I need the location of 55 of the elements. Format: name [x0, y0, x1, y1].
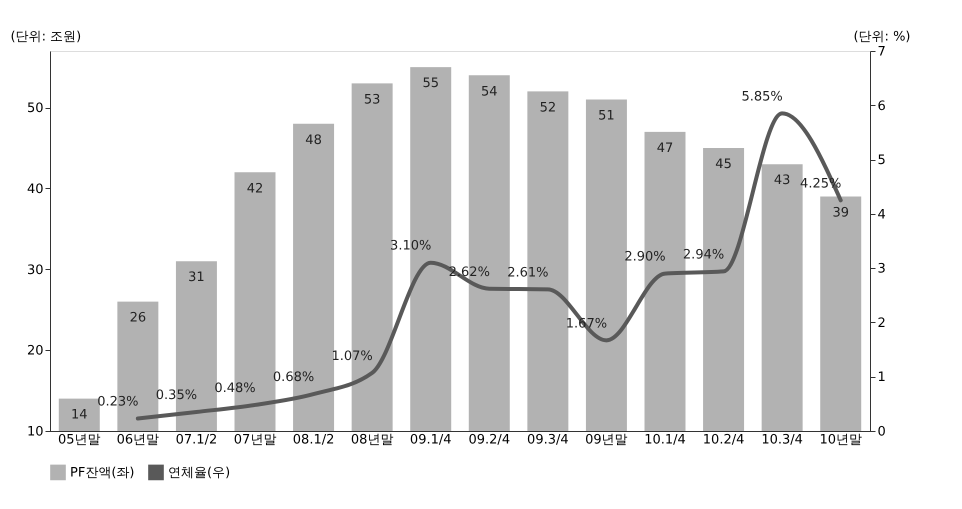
y-tick-label: 40 [26, 182, 44, 197]
data-label: 39 [832, 206, 849, 221]
x-tick-label: 09.3/4 [527, 432, 569, 448]
y2-axis-title: (단위: %) [853, 30, 910, 44]
x-tick-label: 07.1/2 [176, 432, 218, 448]
y2-tick-label: 0 [878, 424, 886, 440]
data-label: 42 [246, 181, 264, 196]
data-label: 51 [598, 108, 615, 124]
y-tick-label: 30 [26, 262, 44, 278]
legend-label: 연체율(우) [168, 465, 230, 480]
data-label: 47 [656, 140, 674, 156]
y2-tick-label: 7 [878, 44, 886, 60]
y2-tick-label: 1 [878, 370, 886, 386]
x-tick-label: 05년말 [58, 432, 101, 448]
y2-tick-label: 5 [878, 153, 886, 168]
data-label: 2.61% [507, 265, 549, 280]
x-tick-label: 10년말 [819, 432, 862, 448]
x-tick-label: 10.1/4 [644, 432, 686, 448]
data-label: 0.68% [272, 370, 314, 386]
data-label: 55 [422, 76, 439, 92]
x-tick-label: 08년말 [350, 432, 394, 448]
data-label: 0.35% [156, 388, 198, 403]
data-label: 5.85% [741, 89, 783, 104]
data-label: 54 [481, 84, 498, 100]
data-label: 52 [540, 100, 556, 116]
x-tick-label: 06년말 [116, 432, 160, 448]
data-label: 53 [364, 92, 380, 108]
x-tick-label: 09년말 [585, 432, 628, 448]
y-tick-label: 20 [26, 344, 44, 359]
data-label: 0.48% [214, 380, 256, 396]
data-label: 48 [305, 132, 322, 148]
data-label: 1.07% [331, 348, 373, 364]
data-label: 43 [774, 173, 790, 188]
data-label: 45 [715, 157, 732, 172]
data-label: 2.94% [682, 247, 724, 262]
y-tick-label: 10 [26, 424, 44, 440]
data-label: 2.90% [624, 250, 666, 265]
y-tick-label: 50 [26, 101, 44, 116]
y2-tick-label: 4 [878, 207, 886, 222]
x-tick-label: 07년말 [234, 432, 276, 448]
data-label: 3.10% [390, 238, 432, 254]
legend-label: PF잔액(좌) [70, 465, 134, 480]
y2-tick-label: 3 [878, 262, 886, 277]
data-label: 14 [71, 408, 88, 423]
y-axis-title: (단위: 조원) [10, 30, 82, 44]
y2-tick-label: 6 [878, 98, 886, 114]
y2-tick-label: 2 [878, 316, 886, 331]
data-label: 31 [188, 270, 205, 286]
data-label: 0.23% [97, 394, 139, 410]
x-tick-label: 10.2/4 [702, 432, 744, 448]
x-tick-label: 09.2/4 [468, 432, 510, 448]
x-tick-label: 10.3/4 [761, 432, 803, 448]
x-tick-label: 09.1/4 [410, 432, 452, 448]
data-label: 26 [130, 310, 146, 326]
x-tick-label: 08.1/2 [292, 432, 334, 448]
